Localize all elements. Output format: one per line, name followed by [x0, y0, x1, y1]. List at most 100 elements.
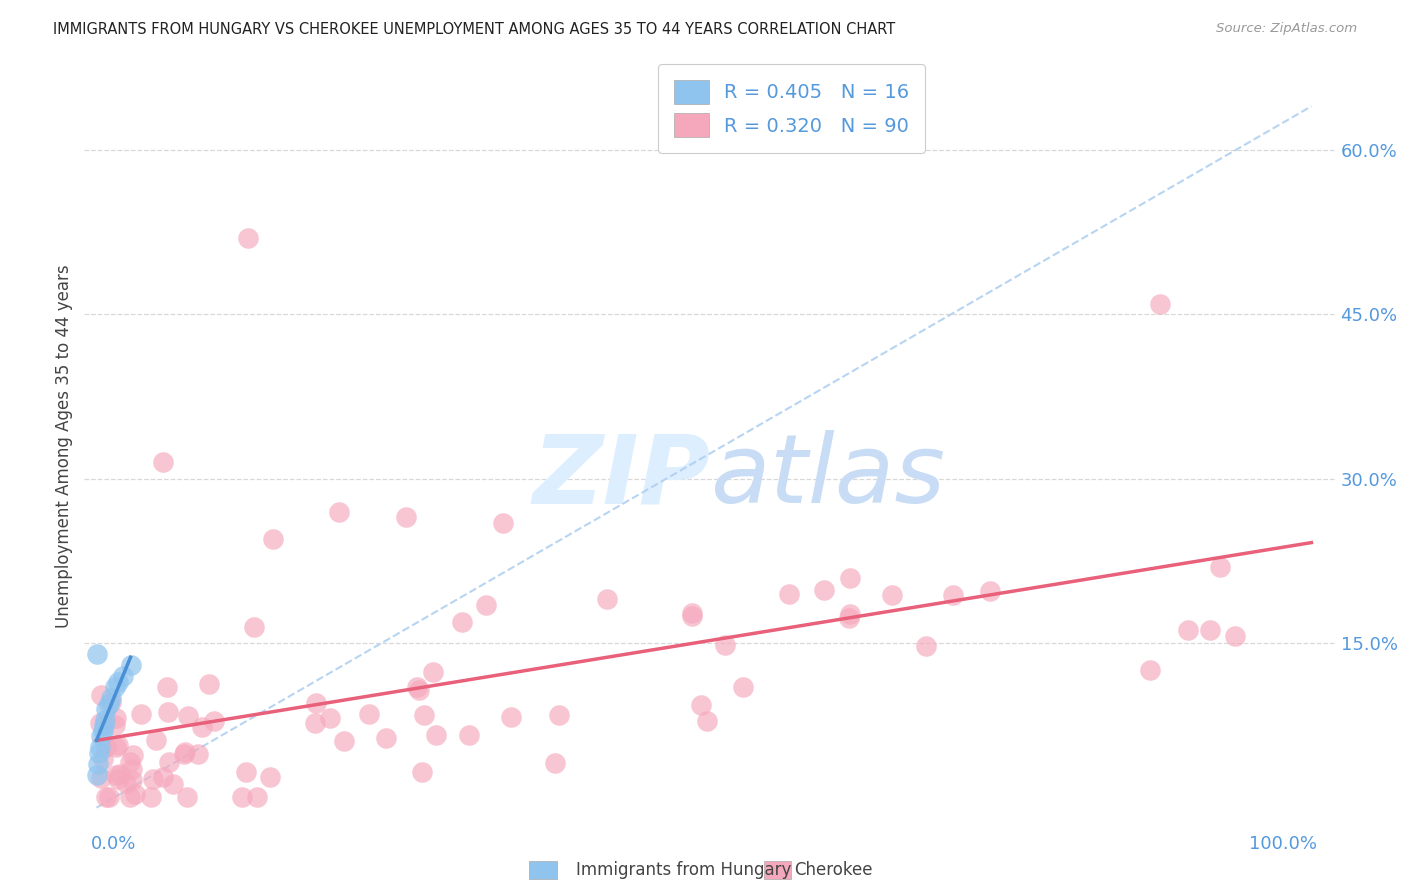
- Point: [304, 715, 326, 730]
- Point: [118, 789, 141, 804]
- Point: [107, 772, 129, 787]
- Point: [499, 709, 522, 723]
- Point: [105, 739, 128, 754]
- Point: [231, 789, 253, 804]
- Text: Source: ZipAtlas.com: Source: ZipAtlas.com: [1216, 22, 1357, 36]
- Point: [422, 665, 444, 680]
- Point: [87, 756, 110, 771]
- Point: [157, 755, 180, 769]
- Point: [152, 770, 174, 784]
- Point: [142, 772, 165, 786]
- Point: [328, 505, 350, 519]
- Bar: [763, 862, 792, 880]
- Point: [696, 714, 718, 729]
- Text: atlas: atlas: [710, 430, 945, 524]
- Point: [91, 752, 114, 766]
- Point: [87, 746, 110, 760]
- Point: [124, 787, 146, 801]
- Point: [235, 764, 257, 779]
- Point: [319, 711, 342, 725]
- Point: [713, 639, 735, 653]
- Point: [156, 680, 179, 694]
- Point: [246, 789, 269, 804]
- Point: [733, 680, 755, 694]
- Point: [406, 680, 429, 694]
- Text: ZIP: ZIP: [531, 430, 710, 524]
- Point: [359, 706, 381, 721]
- Point: [451, 615, 474, 629]
- Legend: R = 0.405   N = 16, R = 0.320   N = 90: R = 0.405 N = 16, R = 0.320 N = 90: [658, 64, 925, 153]
- Point: [492, 516, 515, 530]
- Point: [882, 588, 904, 602]
- Point: [174, 745, 197, 759]
- Point: [197, 677, 219, 691]
- Point: [262, 532, 284, 546]
- Bar: [529, 862, 557, 880]
- Point: [90, 730, 112, 744]
- Point: [120, 756, 142, 770]
- Point: [86, 768, 108, 782]
- Point: [96, 702, 118, 716]
- Point: [156, 705, 179, 719]
- Point: [120, 658, 142, 673]
- Point: [93, 718, 115, 732]
- Point: [305, 696, 328, 710]
- Point: [97, 697, 120, 711]
- Point: [813, 583, 835, 598]
- Point: [89, 740, 111, 755]
- Text: IMMIGRANTS FROM HUNGARY VS CHEROKEE UNEMPLOYMENT AMONG AGES 35 TO 44 YEARS CORRE: IMMIGRANTS FROM HUNGARY VS CHEROKEE UNEM…: [53, 22, 896, 37]
- Point: [548, 708, 571, 723]
- Point: [94, 789, 117, 804]
- Point: [202, 714, 225, 729]
- Point: [838, 570, 860, 584]
- Point: [100, 691, 122, 706]
- Point: [121, 747, 143, 762]
- Point: [187, 747, 209, 761]
- Point: [681, 607, 703, 621]
- Point: [96, 739, 118, 754]
- Point: [141, 789, 163, 804]
- Point: [544, 756, 567, 771]
- Point: [94, 713, 117, 727]
- Point: [238, 231, 260, 245]
- Point: [1149, 296, 1171, 310]
- Text: 0.0%: 0.0%: [90, 835, 136, 853]
- Point: [121, 762, 143, 776]
- Point: [413, 708, 436, 723]
- Point: [979, 584, 1001, 599]
- Point: [838, 611, 860, 625]
- Point: [1139, 663, 1161, 677]
- Text: 100.0%: 100.0%: [1250, 835, 1317, 853]
- Point: [98, 789, 121, 804]
- Point: [86, 647, 108, 661]
- Point: [114, 776, 136, 790]
- Text: Cherokee: Cherokee: [794, 861, 873, 879]
- Y-axis label: Unemployment Among Ages 35 to 44 years: Unemployment Among Ages 35 to 44 years: [55, 264, 73, 628]
- Point: [333, 733, 356, 747]
- Point: [915, 639, 938, 653]
- Point: [1209, 559, 1232, 574]
- Point: [107, 738, 129, 752]
- Point: [1198, 624, 1220, 638]
- Point: [839, 607, 862, 622]
- Text: Immigrants from Hungary: Immigrants from Hungary: [576, 861, 792, 879]
- Point: [107, 674, 129, 689]
- Point: [596, 592, 619, 607]
- Point: [173, 747, 195, 761]
- Point: [425, 728, 447, 742]
- Point: [105, 768, 128, 782]
- Point: [90, 771, 112, 785]
- Point: [457, 728, 479, 742]
- Point: [1177, 623, 1199, 637]
- Point: [408, 683, 430, 698]
- Point: [374, 731, 396, 745]
- Point: [475, 598, 498, 612]
- Point: [129, 706, 152, 721]
- Point: [690, 698, 713, 712]
- Point: [100, 695, 122, 709]
- Point: [778, 587, 800, 601]
- Point: [145, 733, 167, 747]
- Point: [191, 720, 214, 734]
- Point: [121, 772, 143, 787]
- Point: [395, 510, 418, 524]
